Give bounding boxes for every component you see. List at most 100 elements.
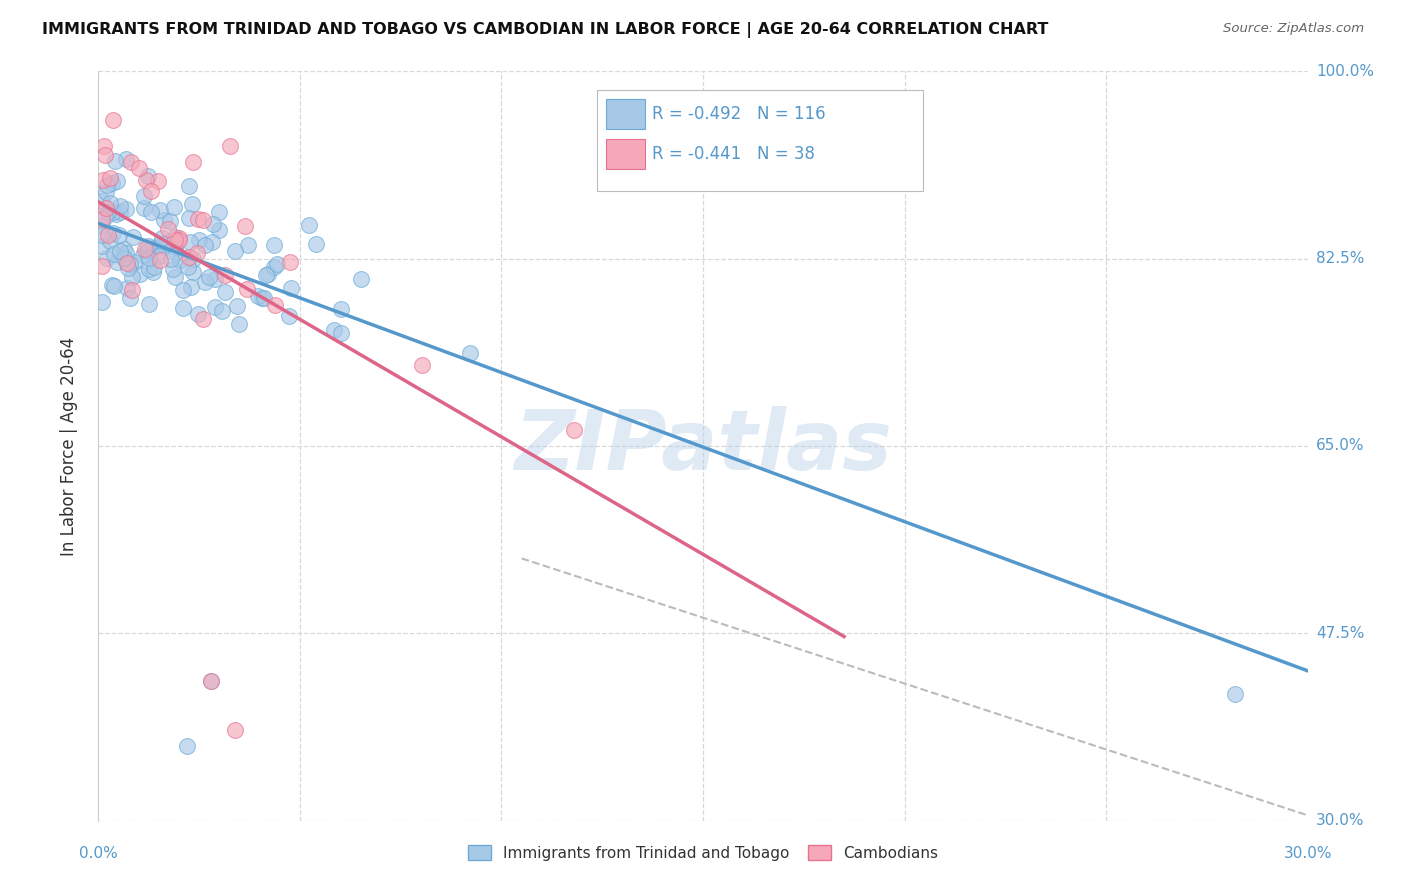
Point [253, 291, 276, 305]
Point [179, 235, 201, 249]
Point [132, 248, 155, 262]
Point [91, 260, 114, 274]
Point [187, 307, 209, 321]
Point [121, 229, 143, 244]
Point [177, 260, 200, 274]
Point [156, 222, 179, 236]
Point [91, 238, 114, 252]
Point [181, 252, 204, 266]
Point [298, 218, 321, 232]
Point [91, 194, 114, 208]
Point [148, 238, 170, 252]
Text: 0.0%: 0.0% [79, 846, 118, 861]
Point [115, 256, 138, 270]
Point [153, 213, 176, 227]
Point [108, 244, 131, 258]
Point [165, 246, 187, 260]
Point [100, 176, 122, 190]
Point [91, 211, 114, 226]
Point [156, 235, 179, 250]
Point [167, 234, 190, 248]
Point [162, 262, 184, 277]
Point [263, 237, 285, 252]
Point [204, 272, 226, 286]
Point [115, 153, 138, 167]
Point [136, 238, 159, 252]
Point [201, 235, 224, 250]
Point [139, 204, 162, 219]
Point [200, 674, 222, 689]
Text: R = -0.441   N = 38: R = -0.441 N = 38 [652, 145, 815, 162]
Point [218, 138, 240, 153]
Point [329, 301, 352, 316]
Point [94, 148, 117, 162]
Point [121, 270, 143, 285]
Point [214, 268, 236, 282]
Legend: Immigrants from Trinidad and Tobago, Cambodians: Immigrants from Trinidad and Tobago, Cam… [463, 839, 943, 867]
Point [187, 212, 209, 227]
Point [208, 205, 231, 219]
FancyBboxPatch shape [606, 139, 645, 169]
Point [138, 261, 160, 276]
Point [149, 253, 172, 268]
Text: 65.0%: 65.0% [1316, 439, 1364, 453]
Point [136, 244, 159, 258]
Point [263, 298, 285, 312]
Point [180, 280, 202, 294]
Point [183, 265, 205, 279]
Text: 30.0%: 30.0% [1284, 846, 1331, 861]
Point [211, 304, 233, 318]
Point [129, 267, 152, 281]
Point [228, 317, 250, 331]
Text: ZIPatlas: ZIPatlas [515, 406, 891, 486]
Point [236, 238, 259, 252]
Text: 100.0%: 100.0% [1316, 64, 1374, 78]
Point [98, 195, 121, 210]
Point [91, 219, 114, 233]
Point [329, 326, 352, 341]
Point [233, 219, 256, 234]
Point [141, 184, 163, 198]
Point [118, 291, 141, 305]
FancyBboxPatch shape [606, 99, 645, 129]
Point [146, 174, 169, 188]
Point [194, 275, 217, 289]
Point [198, 270, 221, 285]
Text: R = -0.492   N = 116: R = -0.492 N = 116 [652, 105, 825, 123]
Point [120, 155, 142, 169]
Point [93, 138, 115, 153]
Point [169, 253, 191, 268]
Point [104, 153, 127, 168]
Point [163, 200, 186, 214]
Point [214, 285, 236, 299]
Point [224, 723, 246, 737]
Point [165, 239, 187, 253]
Text: IMMIGRANTS FROM TRINIDAD AND TOBAGO VS CAMBODIAN IN LABOR FORCE | AGE 20-64 CORR: IMMIGRANTS FROM TRINIDAD AND TOBAGO VS C… [42, 22, 1049, 38]
Point [159, 214, 181, 228]
Point [167, 231, 190, 245]
Point [304, 236, 326, 251]
Text: Source: ZipAtlas.com: Source: ZipAtlas.com [1223, 22, 1364, 36]
Y-axis label: In Labor Force | Age 20-64: In Labor Force | Age 20-64 [59, 336, 77, 556]
Point [350, 272, 373, 286]
Point [135, 172, 157, 186]
Point [142, 260, 165, 274]
Point [115, 202, 138, 216]
Point [128, 161, 150, 175]
Point [224, 244, 246, 258]
Point [114, 245, 136, 260]
Text: 30.0%: 30.0% [1316, 814, 1364, 828]
Point [201, 217, 224, 231]
Point [172, 283, 194, 297]
Point [91, 227, 114, 242]
Point [112, 243, 135, 257]
Point [136, 244, 159, 258]
Point [136, 169, 159, 183]
Point [180, 196, 202, 211]
Point [108, 199, 131, 213]
Point [121, 283, 143, 297]
Point [134, 242, 156, 256]
Point [323, 323, 346, 337]
Point [108, 205, 131, 219]
Point [200, 674, 222, 689]
